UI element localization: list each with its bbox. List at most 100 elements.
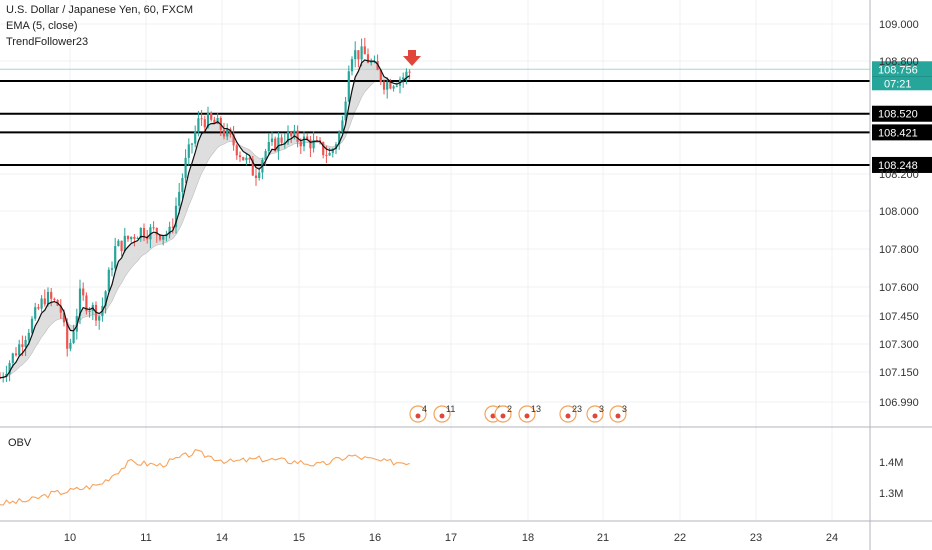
candle-body bbox=[114, 246, 117, 269]
candle-body bbox=[85, 295, 88, 312]
time-tick-label: 21 bbox=[597, 532, 609, 544]
candle-body bbox=[325, 155, 328, 157]
price-tick-label: 108.800 bbox=[879, 56, 919, 68]
candle-body bbox=[152, 227, 155, 229]
level-tag-label: 108.520 bbox=[878, 109, 918, 121]
event-marker-dot bbox=[439, 413, 445, 419]
ema-legend[interactable]: EMA (5, close) bbox=[6, 20, 78, 32]
candle-body bbox=[158, 234, 162, 240]
price-candles bbox=[0, 37, 411, 383]
candle-body bbox=[360, 46, 363, 60]
candle-body bbox=[248, 157, 251, 160]
candle-body bbox=[171, 226, 174, 228]
candle-body bbox=[174, 205, 178, 228]
candle-body bbox=[277, 137, 280, 151]
level-tag bbox=[872, 124, 932, 141]
candle-body bbox=[357, 50, 360, 60]
candle-body bbox=[270, 138, 274, 142]
candle-body bbox=[238, 155, 242, 158]
level-tag-label: 108.421 bbox=[878, 127, 918, 139]
candle-body bbox=[302, 136, 306, 147]
obv-line bbox=[0, 449, 410, 506]
candle-body bbox=[34, 307, 37, 319]
candle-body bbox=[197, 118, 200, 132]
ema-path bbox=[0, 59, 410, 379]
candle-body bbox=[146, 237, 149, 240]
countdown-label: 07:21 bbox=[884, 78, 912, 90]
candle-body bbox=[104, 291, 107, 306]
candle-body bbox=[405, 71, 408, 78]
obv-tick-label: 1.4M bbox=[879, 457, 903, 469]
candle-body bbox=[366, 54, 370, 63]
candle-body bbox=[322, 141, 325, 156]
candle-body bbox=[14, 353, 18, 356]
candle-body bbox=[62, 312, 66, 323]
symbol-title[interactable]: U.S. Dollar / Japanese Yen, 60, FXCM bbox=[6, 4, 194, 16]
time-tick-label: 17 bbox=[445, 532, 457, 544]
obv-path bbox=[0, 449, 410, 506]
candle-body bbox=[402, 77, 405, 80]
candle-body bbox=[309, 139, 312, 149]
candle-body bbox=[312, 140, 315, 149]
candle-body bbox=[120, 240, 123, 252]
level-tag bbox=[872, 156, 932, 173]
candle-body bbox=[37, 307, 40, 309]
time-tick-label: 10 bbox=[64, 532, 76, 544]
event-marker-count: 13 bbox=[531, 404, 541, 414]
candle-body bbox=[82, 288, 85, 296]
candle-body bbox=[331, 149, 334, 153]
event-markers[interactable]: 411132132333 bbox=[403, 50, 627, 423]
candle-body bbox=[66, 322, 69, 349]
candle-body bbox=[386, 82, 389, 90]
candle-body bbox=[222, 129, 226, 137]
candle-body bbox=[133, 236, 136, 239]
candle-body bbox=[123, 235, 126, 252]
candle-body bbox=[210, 112, 213, 120]
candle-body bbox=[117, 240, 120, 247]
price-tick-label: 107.450 bbox=[879, 311, 919, 323]
candle-body bbox=[8, 362, 11, 374]
candle-body bbox=[43, 298, 46, 305]
time-tick-label: 14 bbox=[216, 532, 228, 544]
candle-body bbox=[267, 141, 270, 152]
candle-body bbox=[245, 157, 248, 161]
candle-body bbox=[306, 136, 309, 140]
time-tick-label: 15 bbox=[293, 532, 305, 544]
event-marker-count: 11 bbox=[446, 404, 455, 414]
candle-body bbox=[226, 129, 229, 137]
time-tick-label: 16 bbox=[369, 532, 381, 544]
event-marker-dot bbox=[500, 413, 506, 419]
candle-body bbox=[395, 85, 398, 87]
time-tick-label: 11 bbox=[140, 532, 151, 544]
candle-body bbox=[59, 305, 62, 313]
candle-body bbox=[376, 61, 379, 71]
time-tick-label: 18 bbox=[522, 532, 534, 544]
event-marker-count: 23 bbox=[572, 404, 582, 414]
candle-body bbox=[155, 228, 158, 235]
candle-body bbox=[341, 120, 344, 133]
event-marker-dot bbox=[524, 413, 530, 419]
candle-body bbox=[290, 132, 293, 137]
event-marker-count: 4 bbox=[422, 404, 427, 414]
indicator-legend[interactable]: TrendFollower23 bbox=[6, 36, 89, 48]
candle-body bbox=[379, 70, 382, 82]
price-tick-label: 107.600 bbox=[879, 282, 919, 294]
candle-body bbox=[107, 269, 110, 292]
event-marker-dot bbox=[490, 413, 496, 419]
event-marker-dot bbox=[565, 413, 571, 419]
candle-body bbox=[283, 142, 286, 144]
level-tag-label: 108.248 bbox=[878, 160, 918, 172]
candle-body bbox=[370, 61, 373, 63]
candle-body bbox=[78, 288, 82, 317]
candle-body bbox=[190, 143, 194, 145]
candle-body bbox=[142, 227, 146, 238]
obv-legend[interactable]: OBV bbox=[8, 437, 32, 449]
candle-body bbox=[184, 157, 187, 179]
current-price-label: 108.756 bbox=[878, 64, 918, 76]
candle-body bbox=[130, 236, 133, 240]
candle-body bbox=[139, 227, 142, 239]
candle-body bbox=[40, 298, 43, 309]
event-marker-dot bbox=[615, 413, 621, 419]
